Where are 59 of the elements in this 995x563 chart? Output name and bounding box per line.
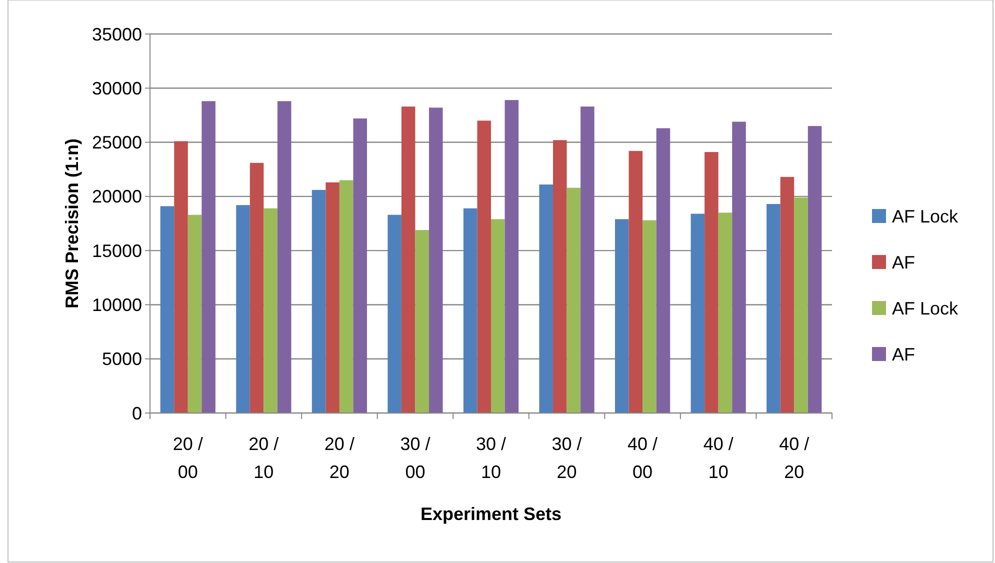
bar: [250, 162, 264, 413]
y-tick-label: 15000: [92, 240, 142, 261]
bar: [174, 141, 188, 413]
bar: [504, 100, 519, 413]
bar: [766, 204, 780, 413]
bar: [780, 176, 794, 413]
y-tick-label: 10000: [92, 295, 142, 316]
bar: [202, 101, 216, 413]
x-tick-label: 30 / 10: [476, 434, 506, 482]
bar: [160, 206, 174, 413]
bar: [628, 150, 643, 413]
bar: [656, 128, 670, 413]
bar: [388, 214, 402, 413]
bar: [477, 120, 491, 413]
bar: [808, 126, 822, 413]
legend-label: AF Lock: [892, 206, 960, 226]
x-tick-label: 40 / 20: [779, 434, 810, 482]
y-tick-label: 30000: [92, 78, 142, 98]
bar: [429, 108, 443, 413]
x-tick-label: 40 / 10: [703, 434, 734, 482]
x-tick-label: 20 / 00: [172, 434, 203, 482]
bar: [642, 220, 656, 413]
x-tick-label: 30 / 20: [552, 434, 582, 482]
y-tick-label: 25000: [92, 132, 142, 153]
bar: [704, 152, 718, 413]
bar: [615, 219, 629, 413]
bar: [415, 230, 429, 413]
x-tick-label: 20 / 20: [324, 434, 354, 482]
x-axis-title: Experiment Sets: [420, 504, 562, 524]
bar: [718, 212, 732, 413]
bar: [401, 106, 416, 413]
bar: [339, 180, 354, 413]
bar: [539, 184, 553, 413]
x-tick-label: 40 / 00: [628, 434, 658, 482]
y-tick-label: 35000: [92, 24, 142, 44]
y-tick-label: 0: [132, 403, 142, 424]
bar: [353, 118, 367, 413]
bar: [732, 122, 746, 413]
y-tick-label: 20000: [92, 186, 142, 207]
bar: [580, 106, 594, 413]
bar: [264, 208, 278, 413]
bar: [312, 190, 326, 413]
y-tick-label: 5000: [102, 349, 142, 370]
bar: [794, 198, 808, 413]
x-tick-label: 20 / 10: [248, 434, 279, 482]
bar: [188, 214, 202, 413]
legend-label: AF: [892, 344, 916, 364]
bar: [553, 140, 567, 413]
legend-label: AF: [892, 252, 916, 272]
x-tick-label: 30 / 00: [400, 434, 430, 482]
bar: [491, 219, 505, 413]
bar: [236, 205, 250, 413]
bar: [277, 101, 292, 413]
bar: [566, 188, 581, 413]
y-axis-title: RMS Precision (1:n): [62, 138, 82, 309]
bar: [463, 208, 478, 413]
bar: [326, 182, 340, 413]
legend-label: AF Lock: [892, 298, 960, 318]
bar: [690, 214, 705, 413]
